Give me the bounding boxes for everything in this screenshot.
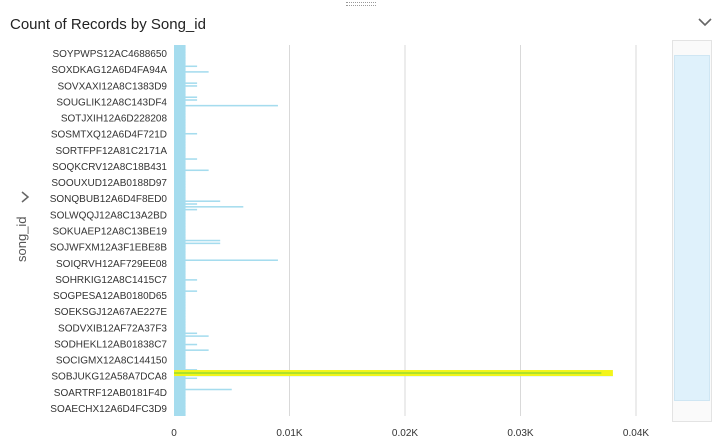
bars (174, 45, 613, 416)
y-tick-label: SORTFPF12A81C2171A (55, 146, 167, 157)
y-tick-label: SOQKCRV12A8C18B431 (52, 162, 167, 173)
y-tick-label: SOEKSGJ12A67AE227E (54, 307, 167, 318)
y-axis-labels: SOYPWPS12AC4688650 SOXDKAG12A6D4FA94A SOVX… (50, 49, 168, 415)
bar (174, 206, 244, 208)
x-tick-label: 0.02K (392, 428, 418, 439)
bar (174, 259, 278, 261)
chevron-right-icon[interactable] (18, 190, 32, 204)
bar (174, 242, 221, 245)
y-tick-label: SOTJXIH12A6D228208 (61, 114, 168, 125)
x-tick-label: 0.03K (507, 428, 533, 439)
y-tick-label: SOIQRVH12AF729EE08 (56, 259, 167, 270)
x-axis-labels: 0 0.01K 0.02K 0.03K 0.04K (171, 428, 649, 439)
y-tick-label: SODHEKL12AB01838C7 (54, 339, 167, 350)
y-tick-label: SOCIGMX12A8C144150 (56, 356, 168, 367)
y-tick-label: SOUGLIK12A8C143DF4 (56, 97, 167, 108)
bar (174, 71, 209, 73)
bar (174, 200, 221, 202)
y-tick-label: SODVXIB12AF72A37F3 (58, 323, 167, 334)
y-tick-label: SOAECHX12A6D4FC3D9 (50, 404, 167, 415)
y-tick-label: SOVXAXI12A8C1383D9 (57, 81, 167, 92)
y-tick-label: SOGPESA12AB0180D65 (53, 291, 167, 302)
y-tick-label: SOBJUKG12A58A7DCA8 (51, 372, 167, 383)
y-tick-label: SOARTRF12AB0181F4D (54, 388, 167, 399)
y-tick-label: SOJWFXM12A3F1EBE8B (50, 243, 168, 254)
bar (174, 335, 209, 337)
y-tick-label: SOKUAEP12A8C13BE19 (52, 227, 167, 238)
grid-lines (289, 45, 637, 416)
bar (174, 388, 232, 391)
bar-highlighted-marker (174, 372, 602, 375)
bar (174, 169, 209, 172)
y-tick-label: SOLWQQJ12A8C13A2BD (50, 210, 167, 221)
x-tick-label: 0.01K (276, 428, 302, 439)
y-tick-label: SOSMTXQ12A6D4F721D (51, 130, 167, 141)
bar (174, 45, 186, 416)
x-tick-label: 0 (171, 428, 177, 439)
y-tick-label: SOYPWPS12AC4688650 (52, 49, 167, 60)
x-tick-label: 0.04K (623, 428, 649, 439)
overview-scroller[interactable] (672, 40, 712, 422)
y-tick-label: SOHRKIG12A8C1415C7 (55, 275, 167, 286)
y-tick-label: SOOUXUD12AB0188D97 (51, 178, 167, 189)
y-tick-label: SONQBUB12A6D4F8ED0 (50, 194, 168, 205)
bar (174, 239, 221, 242)
chevron-down-icon[interactable] (697, 14, 713, 30)
scroller-thumb[interactable] (674, 55, 710, 401)
panel-drag-handle[interactable] (346, 2, 376, 6)
bar (174, 104, 278, 107)
chart-title: Count of Records by Song_id (10, 16, 206, 33)
y-tick-label: SOXDKAG12A6D4FA94A (51, 65, 167, 76)
bar (174, 349, 209, 351)
